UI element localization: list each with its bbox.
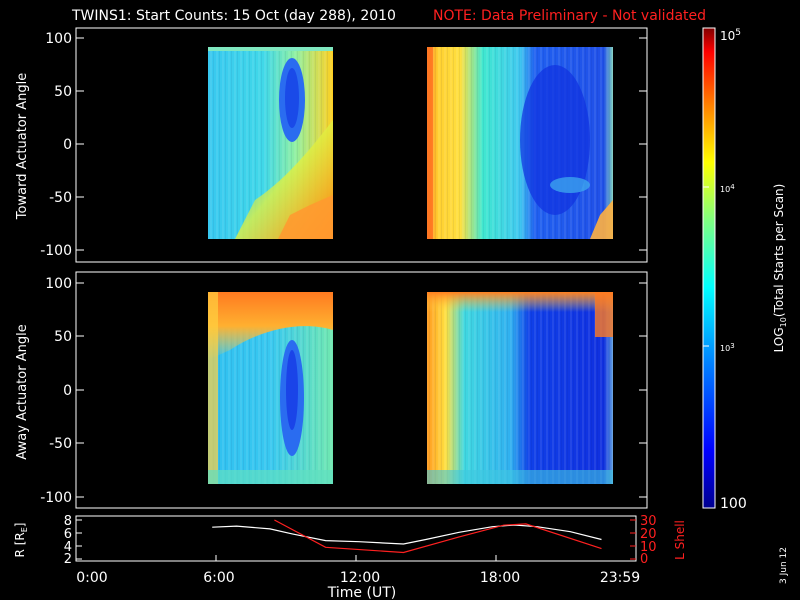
away-ytick-minus50: -50 [49,436,72,452]
orbit-ytick-6: 6 [64,527,72,542]
orbit-panel: 8 6 4 2 R [RE] 30 20 10 0 L Shell [13,514,687,567]
orbit-y2tick-0: 0 [640,552,648,567]
xtick-1800: 18:00 [480,570,520,586]
date-stamp: 3 Jun 12 [779,547,789,584]
preliminary-note: NOTE: Data Preliminary - Not validated [433,8,706,24]
toward-heatmap-block-1 [208,47,333,239]
away-ytick-0: 0 [63,383,72,399]
toward-y-ticks [76,37,647,251]
orbit-ytick-2: 2 [64,552,72,567]
xtick-0000: 0:00 [76,570,107,586]
colorbar: 105 104 103 100 LOG10(Total Starts per S… [702,27,788,512]
orbit-y-axis-label: R [RE] [13,523,29,558]
away-ytick-minus100: -100 [40,490,72,506]
toward-ytick-0: 0 [63,137,72,153]
orbit-ytick-4: 4 [64,540,72,555]
away-ytick-100: 100 [45,276,72,292]
orbit-series-group [212,519,602,554]
away-heatmap-block-1 [208,292,333,484]
toward-ytick-50: 50 [54,84,72,100]
orbit-y2-axis-label: L Shell [673,520,687,560]
xtick-0600: 6:00 [203,570,234,586]
xtick-1200: 12:00 [340,570,380,586]
away-ytick-50: 50 [54,329,72,345]
orbit-y2tick-30: 30 [640,514,657,529]
orbit-l-shell-line [274,519,602,554]
toward-ytick-100: 100 [45,31,72,47]
colorbar-tick-1e5: 105 [720,28,741,43]
away-heatmap-block-2 [427,292,613,484]
x-axis-label: Time (UT) [327,585,396,600]
toward-heatmap-block-2 [427,47,613,239]
toward-ytick-minus50: -50 [49,190,72,206]
xtick-2359: 23:59 [600,570,640,586]
orbit-ytick-8: 8 [64,514,72,529]
colorbar-tick-1e4: 104 [720,183,735,194]
orbit-plot-area [75,515,637,562]
away-y-axis-label: Away Actuator Angle [15,324,30,459]
toward-panel: 100 50 0 -50 -100 Toward Actuator Angle [15,27,648,263]
orbit-x-ticks [215,555,497,561]
colorbar-scale [702,27,716,509]
chart-title: TWINS1: Start Counts: 15 Oct (day 288), … [71,8,396,24]
away-panel: 100 50 0 -50 -100 Away Actuator Angle [15,271,648,509]
orbit-right-ticks [630,519,636,560]
colorbar-tick-100: 100 [720,496,747,512]
orbit-left-ticks [76,519,82,560]
toward-ytick-minus100: -100 [40,243,72,259]
toward-y-axis-label: Toward Actuator Angle [15,73,30,220]
colorbar-label: LOG10(Total Starts per Scan) [772,184,788,353]
away-y-ticks [76,282,647,498]
orbit-y2tick-10: 10 [640,540,657,555]
colorbar-tick-1e3: 103 [720,342,735,353]
orbit-y2tick-20: 20 [640,527,657,542]
